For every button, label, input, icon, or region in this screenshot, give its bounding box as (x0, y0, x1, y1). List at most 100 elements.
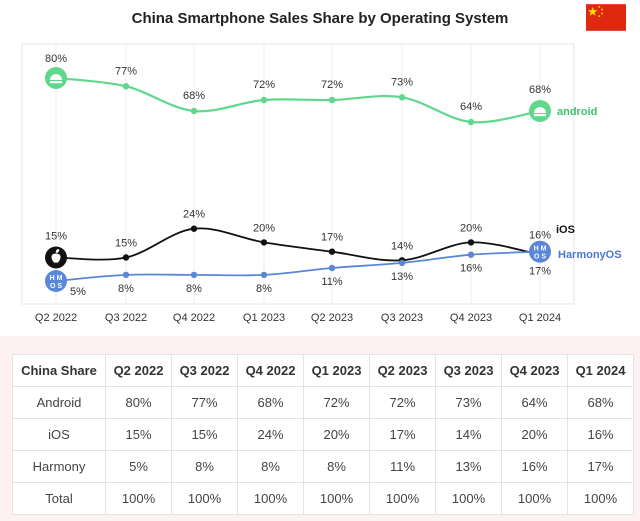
table-cell: 100% (171, 482, 238, 515)
data-point (398, 94, 406, 101)
apple-logo-icon (45, 246, 67, 269)
data-label: 20% (460, 222, 482, 234)
china-flag-icon (586, 4, 626, 31)
table-cell: 5% (105, 450, 172, 483)
table-cell: 17% (369, 418, 436, 451)
line-chart: Q2 2022 Q3 2022 Q4 2022 Q1 2023 Q2 2023 Q3 20… (21, 43, 622, 324)
data-point (260, 239, 268, 246)
table-cell: 17% (567, 450, 634, 483)
data-label: 5% (70, 286, 86, 298)
table-cell: 77% (171, 386, 238, 419)
table-header-cell: Q1 2023 (303, 354, 370, 387)
harmonyos-logo-text-bottom: O S (50, 283, 62, 290)
data-label: 14% (391, 240, 413, 252)
table-cell: 100% (105, 482, 172, 515)
data-label: 73% (391, 76, 413, 88)
table-header-cell: Q2 2022 (105, 354, 172, 387)
table-header-cell: China Share (12, 354, 106, 387)
data-label: 16% (529, 230, 551, 242)
table-cell: 100% (237, 482, 304, 515)
table-cell: 100% (369, 482, 436, 515)
data-point (122, 83, 130, 90)
data-label: 8% (256, 283, 272, 295)
table-cell: 73% (435, 386, 502, 419)
harmonyos-logo-badge (45, 270, 67, 292)
data-label: 72% (321, 79, 343, 91)
data-label: 16% (460, 263, 482, 275)
data-point (467, 251, 475, 258)
table-cell: 14% (435, 418, 502, 451)
data-label: 8% (118, 283, 134, 295)
table-cell: 8% (171, 450, 238, 483)
table-cell: 100% (567, 482, 634, 515)
table-header-cell: Q1 2024 (567, 354, 634, 387)
data-label: 8% (186, 283, 202, 295)
series-name-harmonyos: HarmonyOS (558, 249, 622, 261)
table-header-cell: Q3 2023 (435, 354, 502, 387)
table-cell: 16% (501, 450, 568, 483)
android-body-shape (534, 114, 546, 117)
data-label: 15% (115, 238, 137, 250)
data-point (328, 264, 336, 272)
x-tick-label: Q4 2022 (173, 312, 215, 324)
series-line (55, 250, 541, 282)
x-tick-label: Q3 2023 (381, 312, 423, 324)
table-cell: 100% (501, 482, 568, 515)
android-head-shape (50, 74, 62, 80)
row-label: Android (12, 386, 106, 419)
row-label: iOS (12, 418, 106, 451)
data-label: 72% (253, 79, 275, 91)
x-tick-label: Q2 2022 (35, 312, 77, 324)
data-label: 68% (529, 84, 551, 96)
data-point (398, 259, 406, 267)
series-android: 80% 77% 68% 72% 72% 73% 64% 68% (45, 53, 551, 126)
harmonyos-logo-badge (529, 240, 551, 263)
android-head-shape (534, 107, 546, 113)
data-point (190, 271, 198, 279)
apple-shape (51, 253, 61, 263)
table-cell: 68% (567, 386, 634, 419)
table-row: Total 100% 100% 100% 100% 100% 100% 100% 100% (12, 482, 634, 515)
harmonyos-logo-icon: H MO S (45, 270, 67, 292)
data-point (190, 107, 198, 115)
data-point (190, 225, 198, 232)
flag-small-star (601, 12, 603, 15)
share-table: China Share Q2 2022 Q3 2022 Q4 2022 Q1 2023 Q… (12, 354, 634, 515)
table-cell: 11% (369, 450, 436, 483)
table-cell: 100% (435, 482, 502, 515)
data-label: 77% (115, 65, 137, 77)
table-cell: 20% (501, 418, 568, 451)
plot-frame (21, 43, 575, 305)
table-header-cell: Q3 2022 (171, 354, 238, 387)
flag-small-star (601, 8, 603, 11)
table-cell: 72% (303, 386, 370, 419)
harmonyos-logo-text-top: H M (534, 246, 547, 253)
data-label: 13% (391, 271, 413, 283)
data-point (260, 271, 268, 279)
data-label: 24% (183, 209, 205, 221)
table-cell: 20% (303, 418, 370, 451)
x-tick-label: Q2 2023 (311, 312, 353, 324)
data-label: 17% (529, 266, 551, 278)
table-row: Android 80% 77% 68% 72% 72% 73% 64% 68% (12, 386, 634, 419)
table-cell: 72% (369, 386, 436, 419)
table-cell: 24% (237, 418, 304, 451)
series-name-ios: iOS (556, 224, 575, 236)
table-cell: 13% (435, 450, 502, 483)
harmonyos-logo-text-bottom: O S (534, 254, 546, 261)
table-header-cell: Q4 2023 (501, 354, 568, 387)
table-header-row: China Share Q2 2022 Q3 2022 Q4 2022 Q1 2023 Q… (12, 354, 634, 387)
table-header-cell: Q4 2022 (237, 354, 304, 387)
table-cell: 68% (237, 386, 304, 419)
data-point (122, 271, 130, 279)
data-point (122, 254, 130, 261)
data-point (467, 239, 475, 246)
data-label: 17% (321, 232, 343, 244)
data-label: 64% (460, 101, 482, 113)
data-label: 20% (253, 222, 275, 234)
table-cell: 100% (303, 482, 370, 515)
table-cell: 8% (237, 450, 304, 483)
table-cell: 15% (105, 418, 172, 451)
flag-small-star (598, 5, 601, 8)
android-body-shape (50, 81, 62, 84)
